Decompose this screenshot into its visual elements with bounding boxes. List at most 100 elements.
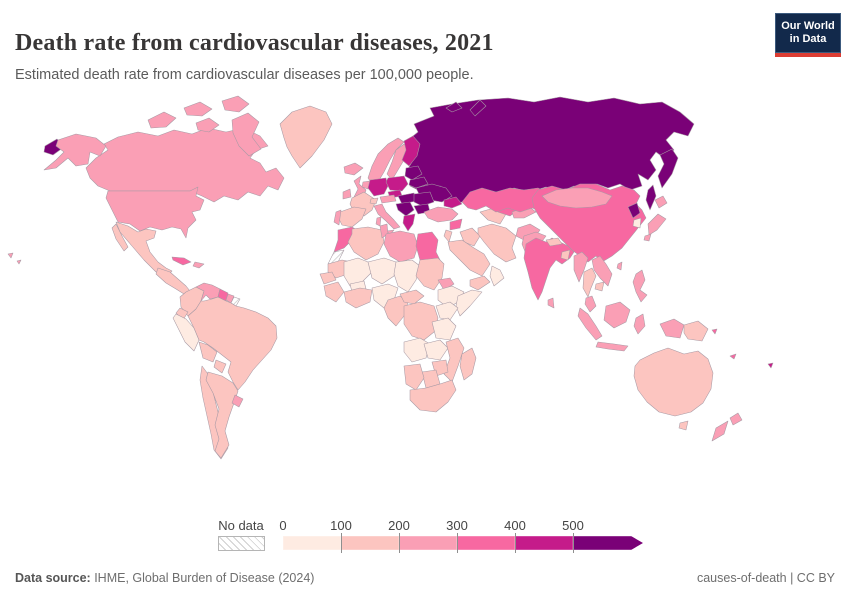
country-drc[interactable] bbox=[403, 301, 439, 341]
country-mongolia[interactable] bbox=[541, 187, 613, 209]
country-fiji[interactable] bbox=[767, 362, 774, 369]
country-indonesia-sulawesi[interactable] bbox=[633, 313, 646, 335]
country-japan-honshu[interactable] bbox=[647, 213, 667, 236]
country-indonesia-java[interactable] bbox=[595, 341, 629, 352]
country-libya[interactable] bbox=[383, 230, 419, 263]
country-portugal[interactable] bbox=[333, 209, 342, 226]
country-ivory-ghana[interactable] bbox=[343, 287, 373, 309]
country-south-korea[interactable] bbox=[632, 217, 642, 229]
country-yemen[interactable] bbox=[469, 275, 491, 291]
country-spain[interactable] bbox=[337, 206, 367, 228]
country-taiwan[interactable] bbox=[616, 261, 623, 271]
country-australia[interactable] bbox=[633, 347, 714, 417]
country-eritrea[interactable] bbox=[437, 277, 455, 291]
country-canada-arctic-1[interactable] bbox=[147, 111, 177, 129]
country-paraguay[interactable] bbox=[213, 359, 227, 374]
legend-bin-400-500[interactable] bbox=[515, 536, 573, 550]
country-canada[interactable] bbox=[85, 127, 285, 203]
country-poland[interactable] bbox=[385, 175, 409, 192]
country-sri-lanka[interactable] bbox=[547, 297, 555, 309]
country-guinea-region[interactable] bbox=[323, 281, 345, 303]
country-sudan[interactable] bbox=[415, 257, 445, 291]
country-romania[interactable] bbox=[413, 191, 435, 207]
country-usa-hawaii-2[interactable] bbox=[16, 259, 22, 265]
country-namibia[interactable] bbox=[403, 363, 425, 391]
country-uruguay[interactable] bbox=[231, 394, 244, 408]
country-india[interactable] bbox=[523, 237, 575, 301]
country-indonesia-borneo[interactable] bbox=[603, 301, 631, 329]
country-finland[interactable] bbox=[401, 135, 421, 167]
legend-bin-200-300[interactable] bbox=[399, 536, 457, 550]
country-iraq[interactable] bbox=[459, 227, 481, 247]
country-ireland[interactable] bbox=[342, 188, 352, 200]
country-brazil[interactable] bbox=[187, 296, 278, 391]
country-belarus[interactable] bbox=[408, 176, 429, 189]
country-niger[interactable] bbox=[367, 257, 397, 285]
country-canada-arctic-4[interactable] bbox=[195, 117, 220, 133]
country-central-america[interactable] bbox=[155, 267, 191, 295]
country-italy-sardinia[interactable] bbox=[375, 216, 382, 227]
legend-bin-500+[interactable] bbox=[573, 536, 643, 550]
country-italy[interactable] bbox=[373, 203, 401, 230]
country-turkey[interactable] bbox=[423, 206, 459, 223]
country-solomon-islands[interactable] bbox=[711, 328, 718, 335]
country-canada-arctic-2[interactable] bbox=[183, 101, 213, 117]
country-russia-novaya-zemlya[interactable] bbox=[469, 99, 487, 117]
country-myanmar[interactable] bbox=[573, 251, 589, 283]
country-cambodia[interactable] bbox=[594, 281, 605, 292]
country-vietnam-laos[interactable] bbox=[591, 255, 613, 287]
country-usa[interactable] bbox=[105, 186, 205, 239]
country-new-zealand-south[interactable] bbox=[711, 420, 729, 442]
country-mexico[interactable] bbox=[115, 221, 173, 276]
country-mali[interactable] bbox=[343, 257, 373, 287]
country-caucasus[interactable] bbox=[443, 196, 463, 209]
country-bangladesh[interactable] bbox=[560, 249, 571, 261]
country-russia-kamchatka[interactable] bbox=[657, 148, 679, 189]
country-greece[interactable] bbox=[402, 213, 416, 232]
country-argentina[interactable] bbox=[205, 371, 239, 459]
country-canada-arctic-3[interactable] bbox=[221, 95, 250, 113]
country-venezuela[interactable] bbox=[195, 282, 221, 302]
owid-logo[interactable]: Our World in Data bbox=[775, 13, 841, 57]
country-tanzania[interactable] bbox=[431, 317, 457, 341]
country-usa-hawaii-1[interactable] bbox=[7, 252, 14, 259]
country-canada-baffin[interactable] bbox=[231, 112, 262, 157]
country-japan-kyushu[interactable] bbox=[643, 233, 652, 242]
country-switzerland[interactable] bbox=[369, 197, 379, 205]
country-oman[interactable] bbox=[489, 265, 505, 287]
country-new-caledonia[interactable] bbox=[729, 353, 737, 360]
country-new-zealand-north[interactable] bbox=[729, 412, 743, 426]
country-iceland[interactable] bbox=[343, 162, 364, 176]
country-somalia[interactable] bbox=[455, 289, 483, 317]
country-russia-arctic-isle[interactable] bbox=[445, 101, 463, 113]
country-indonesia-papua[interactable] bbox=[659, 318, 685, 339]
country-baltics[interactable] bbox=[404, 165, 423, 181]
country-nepal[interactable] bbox=[545, 237, 563, 247]
country-iran[interactable] bbox=[477, 223, 517, 263]
country-indonesia-sumatra[interactable] bbox=[577, 307, 603, 341]
country-germany[interactable] bbox=[367, 177, 389, 197]
country-thailand[interactable] bbox=[582, 267, 597, 298]
country-algeria[interactable] bbox=[347, 226, 385, 261]
legend-bin-300-400[interactable] bbox=[457, 536, 515, 550]
country-russia-sakhalin[interactable] bbox=[645, 184, 657, 211]
country-australia-tasmania[interactable] bbox=[678, 420, 689, 431]
country-north-korea[interactable] bbox=[627, 202, 641, 219]
country-austria[interactable] bbox=[379, 194, 397, 204]
country-chad[interactable] bbox=[393, 259, 421, 293]
country-malaysia[interactable] bbox=[584, 295, 597, 313]
country-syria[interactable] bbox=[449, 218, 463, 231]
country-south-africa[interactable] bbox=[409, 379, 457, 413]
country-egypt[interactable] bbox=[415, 231, 441, 261]
country-levant[interactable] bbox=[443, 229, 453, 243]
country-usa-alaska[interactable] bbox=[43, 133, 107, 171]
country-japan-hokkaido[interactable] bbox=[654, 195, 668, 209]
country-png[interactable] bbox=[683, 320, 709, 342]
legend-bin-0-100[interactable] bbox=[283, 536, 341, 550]
country-mexico-baja[interactable] bbox=[111, 223, 129, 252]
country-mozambique[interactable] bbox=[443, 337, 465, 383]
country-madagascar[interactable] bbox=[459, 347, 477, 381]
country-bolivia[interactable] bbox=[198, 341, 218, 363]
legend-no-data-swatch[interactable] bbox=[218, 536, 265, 551]
country-kenya[interactable] bbox=[435, 301, 459, 321]
